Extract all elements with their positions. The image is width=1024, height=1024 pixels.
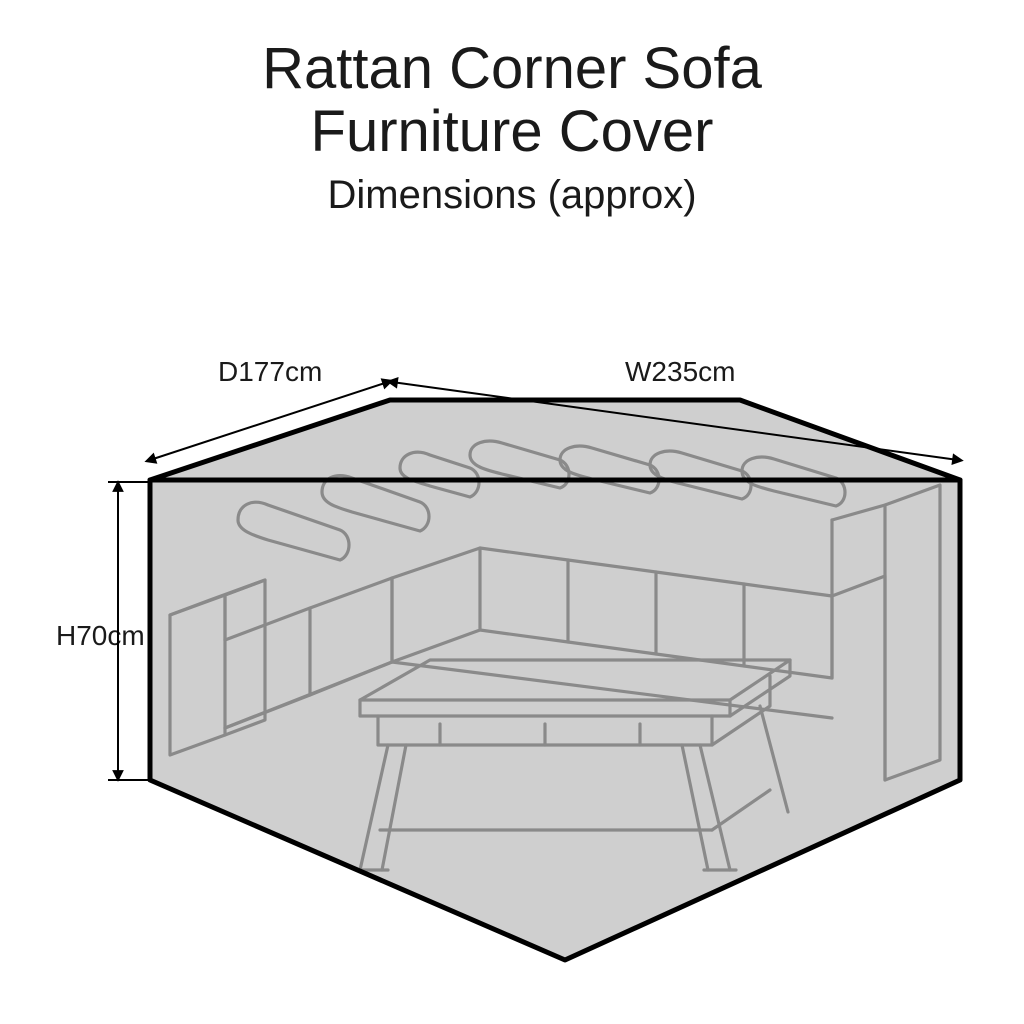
cover-shape — [150, 400, 960, 960]
dimension-diagram — [0, 0, 1024, 1024]
page: Rattan Corner Sofa Furniture Cover Dimen… — [0, 0, 1024, 1024]
